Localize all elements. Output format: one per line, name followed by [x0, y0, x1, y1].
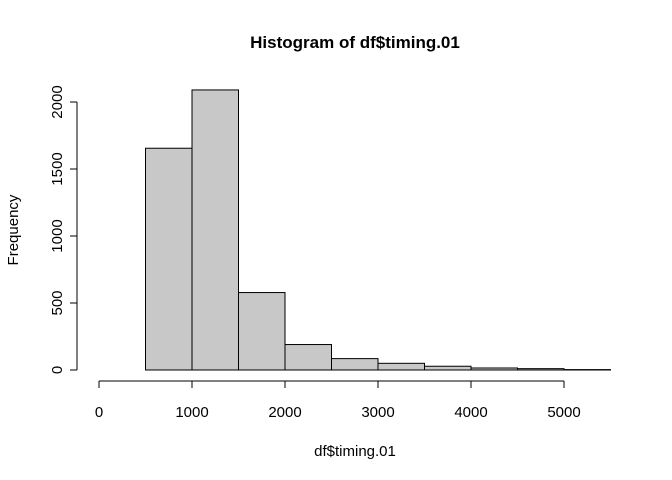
- x-axis: 0 1000 2000 3000 4000 5000: [95, 380, 581, 421]
- x-tick-label: 1000: [175, 404, 208, 421]
- histogram-bar: [517, 368, 565, 371]
- histogram-bar: [470, 367, 518, 371]
- x-tick-label: 5000: [547, 404, 580, 421]
- y-tick-label: 0: [49, 366, 66, 374]
- x-tick-label: 4000: [454, 404, 487, 421]
- y-tick-label: 2000: [49, 85, 66, 118]
- chart-title: Histogram of df$timing.01: [250, 33, 460, 52]
- histogram-bar: [424, 365, 472, 371]
- x-tick-label: 3000: [361, 404, 394, 421]
- y-tick-label: 1000: [49, 219, 66, 252]
- y-axis-label: Frequency: [5, 194, 22, 265]
- histogram-bar: [331, 358, 379, 371]
- y-tick-label: 500: [49, 290, 66, 315]
- x-axis-label: df$timing.01: [314, 443, 396, 460]
- histogram-bar: [145, 147, 193, 371]
- bars-group: [145, 89, 611, 371]
- y-axis: 0 500 1000 1500 2000: [49, 85, 78, 374]
- x-tick-label: 0: [95, 404, 103, 421]
- x-tick-label: 2000: [268, 404, 301, 421]
- histogram-bar: [377, 362, 425, 371]
- histogram-bar: [191, 89, 239, 371]
- histogram-bar: [238, 292, 286, 371]
- histogram-bar: [284, 344, 332, 371]
- y-tick-label: 1500: [49, 152, 66, 185]
